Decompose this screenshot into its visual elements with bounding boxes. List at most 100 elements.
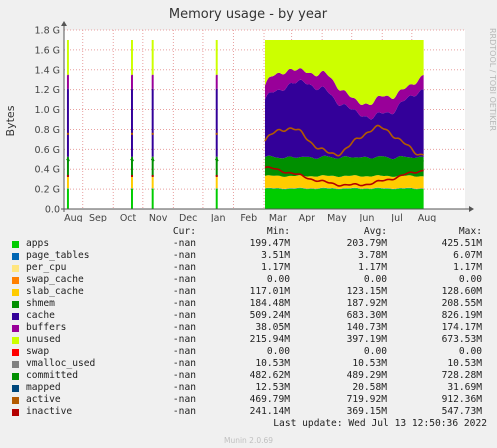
legend-max-value: 673.53M [441,334,482,345]
legend-avg-value: 20.58M [352,382,387,393]
legend-swatch [12,289,19,296]
y-tick-label: 1.6 G [35,45,61,56]
legend-avg-value: 123.15M [346,286,387,297]
legend-swatch [12,325,19,332]
legend-avg-value: 489.29M [346,370,387,381]
legend-cur-value: -nan [172,394,196,405]
legend-avg-value: 203.79M [346,238,387,249]
area-cache [151,88,154,158]
legend-cur-value: -nan [172,310,196,321]
legend-swatch [12,313,19,320]
area-buffers [131,74,133,90]
legend-cur-value: -nan [172,346,196,357]
legend-min-value: 241.14M [249,406,290,417]
legend-row-unused: unused -nan 215.94M 397.19M 673.53M [12,334,492,346]
legend-min-value: 117.01M [249,286,290,297]
x-tick-label: Aug [64,213,83,222]
header-max: Max: [458,226,482,237]
line-committed [66,156,70,162]
legend-series-name: shmem [26,298,55,309]
legend-swatch [12,277,19,284]
y-tick-label: 0.8 G [35,125,61,136]
legend-min-value: 509.24M [249,310,290,321]
legend-max-value: 728.28M [441,370,482,381]
area-apps [215,188,218,209]
legend-row-swap: swap -nan 0.00 0.00 0.00 [12,346,492,358]
legend-header: Cur: Min: Avg: Max: [12,226,492,238]
legend-cur-value: -nan [172,370,196,381]
line-committed [214,156,219,162]
side-label: RRDTOOL / TOBI OETIKER [488,28,497,131]
legend-max-value: 6.07M [453,250,482,261]
legend-max-value: 0.00 [458,274,482,285]
legend-avg-value: 10.53M [352,358,387,369]
legend-avg-value: 1.17M [358,262,387,273]
legend-cur-value: -nan [172,298,196,309]
area-slab-cache [66,175,69,189]
legend-row-page-tables: page_tables -nan 3.51M 3.78M 6.07M [12,250,492,262]
legend-max-value: 128.60M [441,286,482,297]
legend-cur-value: -nan [172,274,196,285]
legend-max-value: 547.73M [441,406,482,417]
legend-cur-value: -nan [172,382,196,393]
area-cache [264,79,424,160]
area-slab-cache [215,175,218,189]
area-buffers [151,74,154,90]
x-tick-label: Apr [299,213,316,222]
legend-row-cache: cache -nan 509.24M 683.30M 826.19M [12,310,492,322]
chart-title: Memory usage - by year [169,7,328,22]
legend-min-value: 469.79M [249,394,290,405]
header-cur: Cur: [172,226,196,237]
legend-min-value: 184.48M [249,298,290,309]
line-active [264,124,424,157]
legend-cur-value: -nan [172,334,196,345]
legend-avg-value: 3.78M [358,250,387,261]
area-slab-cache [131,175,133,189]
area-cache [66,88,69,158]
area-slab-cache [151,175,154,189]
legend-series-name: vmalloc_used [26,358,96,369]
y-axis-label: Bytes [4,105,17,136]
legend-series-name: active [26,394,61,405]
legend-max-value: 425.51M [441,238,482,249]
legend-series-name: apps [26,238,50,249]
area-apps [66,188,69,209]
x-tick-labels: Aug Sep Oct Nov Dec Jan Feb Mar Apr May Jun Jul Aug [64,213,436,222]
legend-swatch [12,385,19,392]
legend-row-mapped: mapped -nan 12.53M 20.58M 31.69M [12,382,492,394]
legend-swatch [12,373,19,380]
legend-avg-value: 187.92M [346,298,387,309]
legend-min-value: 12.53M [255,382,290,393]
x-tick-label: May [327,213,347,222]
legend-min-value: 3.51M [261,250,290,261]
legend-avg-value: 719.92M [346,394,387,405]
y-tick-labels: 0.0 0.2 G 0.4 G 0.6 G 0.8 G 1.0 G 1.2 G 1.4 G 1.… [35,26,61,216]
area-unused [151,39,154,76]
legend-series-name: swap_cache [26,274,84,285]
x-tick-label: Jul [390,213,402,222]
x-tick-label: Dec [179,213,197,222]
legend-max-value: 912.36M [441,394,482,405]
area-page-tables [131,188,133,189]
area-apps [264,188,424,209]
legend-row-apps: apps -nan 199.47M 203.79M 425.51M [12,238,492,250]
x-tick-label: Feb [240,213,257,222]
legend-table: Cur: Min: Avg: Max: apps -nan 199.47M 203.7… [12,226,492,418]
legend-min-value: 1.17M [261,262,290,273]
legend-cur-value: -nan [172,250,196,261]
area-shmem [264,155,424,177]
area-unused [131,39,133,76]
x-tick-label: Sep [89,213,107,222]
legend-cur-value: -nan [172,238,196,249]
legend-avg-value: 683.30M [346,310,387,321]
legend-series-name: unused [26,334,61,345]
legend-row-committed: committed -nan 482.62M 489.29M 728.28M [12,370,492,382]
legend-avg-value: 397.19M [346,334,387,345]
grid-lines [64,29,465,209]
x-axis-arrow [469,206,474,212]
legend-max-value: 174.17M [441,322,482,333]
legend-min-value: 0.00 [266,346,290,357]
legend-max-value: 1.17M [453,262,482,273]
legend-max-value: 0.00 [458,346,482,357]
legend-swatch [12,301,19,308]
